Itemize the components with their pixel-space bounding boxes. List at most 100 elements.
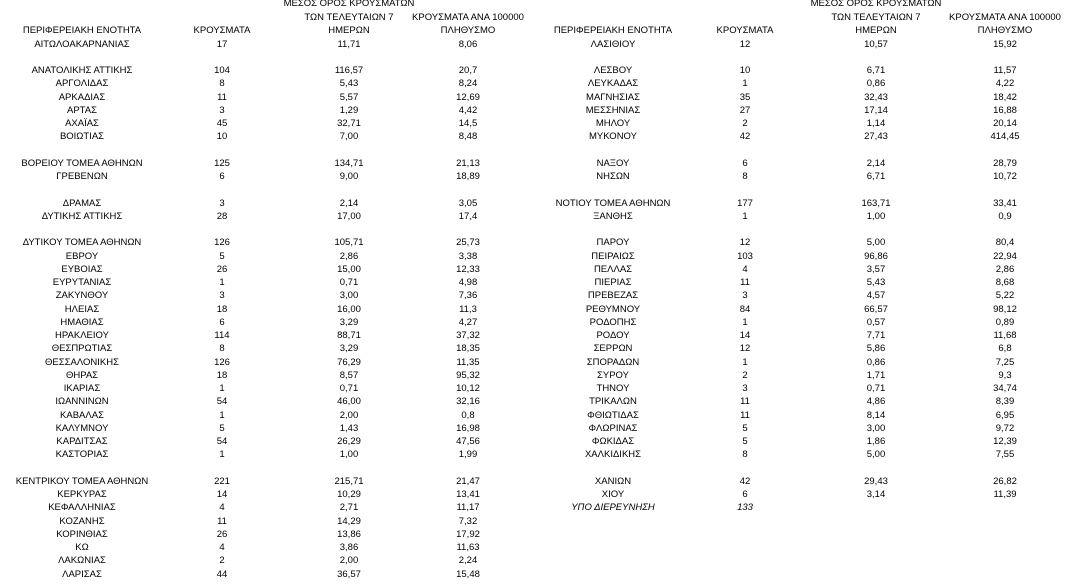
value-cell: 5,00	[866, 449, 886, 461]
value-cell: 11,35	[456, 356, 480, 368]
value-cell: 6,71	[866, 65, 886, 76]
value-cell: 2,24	[458, 555, 478, 567]
region-name: ΑΡΓΟΛΙΔΑΣ	[55, 78, 109, 90]
value-cell: 11,39	[993, 489, 1017, 500]
value-cell: 10	[739, 65, 751, 76]
region-name: ΠΑΡΟΥ	[596, 237, 630, 249]
region-name: ΣΕΡΡΩΝ	[593, 343, 633, 355]
value-cell: 3,29	[339, 316, 359, 328]
region-name: ΖΑΚΥΝΘΟΥ	[55, 290, 109, 302]
value-cell: 104	[214, 65, 230, 76]
region-name: ΔΡΑΜΑΣ	[62, 197, 102, 209]
value-cell: 4,86	[866, 396, 886, 408]
region-name: ΜΗΛΟΥ	[595, 118, 631, 129]
region-name: ΒΟΡΕΙΟΥ ΤΟΜΕΑ ΑΘΗΝΩΝ	[21, 157, 143, 169]
header-line: ΤΩΝ ΤΕΛΕΥΤΑΙΩΝ 7	[831, 11, 921, 23]
region-name: ΡΟΔΟΥ	[596, 330, 630, 341]
header-line: ΗΜΕΡΩΝ	[855, 25, 897, 37]
value-cell: 4,22	[995, 78, 1015, 90]
value-cell: 11,17	[456, 502, 480, 514]
region-name: ΗΡΑΚΛΕΙΟΥ	[55, 330, 109, 341]
value-cell: 126	[214, 237, 230, 249]
value-cell: 5,43	[339, 78, 359, 90]
value-cell: 4,27	[458, 316, 478, 328]
value-cell: 1,00	[866, 210, 886, 222]
header-line: ΜΕΣΟΣ ΟΡΟΣ ΚΡΟΥΣΜΑΤΩΝ	[810, 0, 942, 10]
value-cell: 98,12	[993, 303, 1017, 315]
region-name: ΜΕΣΣΗΝΙΑΣ	[585, 104, 641, 116]
region-name: ΘΗΡΑΣ	[65, 369, 99, 381]
value-cell: 133	[737, 502, 753, 514]
value-cell: 5	[219, 250, 225, 262]
column-header: ΠΕΡΙΦΕΡΕΙΑΚΗ ΕΝΟΤΗΤΑ	[538, 24, 688, 38]
column-header: ΠΕΡΙΦΕΡΕΙΑΚΗ ΕΝΟΤΗΤΑ	[7, 24, 157, 38]
value-cell: 16,88	[993, 104, 1017, 116]
value-cell: 1	[219, 449, 225, 461]
value-cell: 66,57	[864, 303, 888, 315]
value-cell: 1,99	[458, 449, 478, 461]
value-cell: 14,5	[458, 118, 478, 129]
value-cell: 21,47	[456, 475, 480, 487]
value-cell: 10,57	[864, 38, 888, 50]
region-name: ΚΟΖΑΝΗΣ	[59, 515, 105, 527]
region-name: ΠΡΕΒΕΖΑΣ	[587, 290, 639, 302]
region-name: ΕΥΡΥΤΑΝΙΑΣ	[52, 277, 112, 288]
value-cell: 9,3	[998, 369, 1012, 381]
value-cell: 1,71	[866, 369, 886, 381]
value-cell: 215,71	[334, 475, 364, 487]
region-name: ΚΑΛΥΜΝΟΥ	[55, 422, 109, 434]
region-name: ΤΡΙΚΑΛΩΝ	[589, 396, 637, 408]
value-cell: 11	[217, 515, 227, 527]
value-cell: 9,72	[995, 422, 1015, 434]
value-cell: 14	[739, 330, 751, 341]
value-cell: 11,57	[993, 65, 1017, 76]
column-header: ΚΡΟΥΣΜΑΤΑ ΑΝΑ 100000 ΠΛΗΘΥΣΜΟ	[930, 11, 1069, 38]
region-name: ΔΥΤΙΚΟΥ ΤΟΜΕΑ ΑΘΗΝΩΝ	[22, 237, 142, 249]
region-name: ΚΩ	[75, 542, 89, 553]
column-header: ΚΡΟΥΣΜΑΤΑ	[670, 24, 820, 38]
region-name: ΛΕΥΚΑΔΑΣ	[587, 78, 639, 90]
value-cell: 22,94	[993, 250, 1017, 262]
value-cell: 45	[216, 118, 228, 129]
value-cell: 2,86	[995, 263, 1015, 275]
value-cell: 11	[217, 91, 227, 103]
value-cell: 7,36	[458, 290, 478, 302]
value-cell: 4,98	[458, 277, 478, 288]
header-line: ΠΛΗΘΥΣΜΟ	[977, 25, 1033, 37]
value-cell: 5,57	[339, 91, 359, 103]
value-cell: 2,71	[339, 502, 359, 514]
value-cell: 11,68	[993, 330, 1017, 341]
region-name: ΡΕΘΥΜΝΟΥ	[585, 303, 641, 315]
region-name: ΚΑΣΤΟΡΙΑΣ	[55, 449, 109, 461]
value-cell: 13,86	[337, 528, 361, 540]
column-header: ΚΡΟΥΣΜΑΤΑ ΑΝΑ 100000 ΠΛΗΘΥΣΜΟ	[393, 11, 543, 38]
value-cell: 11,71	[337, 38, 361, 50]
value-cell: 3	[219, 197, 225, 209]
value-cell: 46,00	[337, 396, 361, 408]
value-cell: 4	[742, 263, 748, 275]
value-cell: 2	[742, 118, 748, 129]
region-name: ΛΑΣΙΘΙΟΥ	[590, 38, 636, 50]
value-cell: 0,71	[339, 383, 359, 394]
value-cell: 29,43	[864, 475, 888, 487]
region-name: ΝΑΞΟΥ	[596, 157, 630, 169]
value-cell: 8,57	[339, 369, 359, 381]
value-cell: 3	[219, 290, 225, 302]
value-cell: 26	[216, 528, 228, 540]
value-cell: 17,00	[337, 210, 361, 222]
region-name: ΚΕΡΚΥΡΑΣ	[57, 489, 107, 500]
value-cell: 7,55	[995, 449, 1015, 461]
value-cell: 4,42	[458, 104, 478, 116]
value-cell: 7,00	[339, 131, 359, 143]
region-name: ΧΑΛΚΙΔΙΚΗΣ	[584, 449, 642, 461]
value-cell: 8	[742, 171, 748, 182]
value-cell: 5,22	[995, 290, 1015, 302]
value-cell: 15,48	[456, 568, 480, 580]
value-cell: 32,43	[864, 91, 888, 103]
value-cell: 9,00	[339, 171, 359, 182]
value-cell: 47,56	[456, 436, 480, 447]
value-cell: 16,98	[456, 422, 480, 434]
value-cell: 8,39	[995, 396, 1015, 408]
value-cell: 5,43	[866, 277, 886, 288]
region-name: ΦΛΩΡΙΝΑΣ	[588, 422, 638, 434]
